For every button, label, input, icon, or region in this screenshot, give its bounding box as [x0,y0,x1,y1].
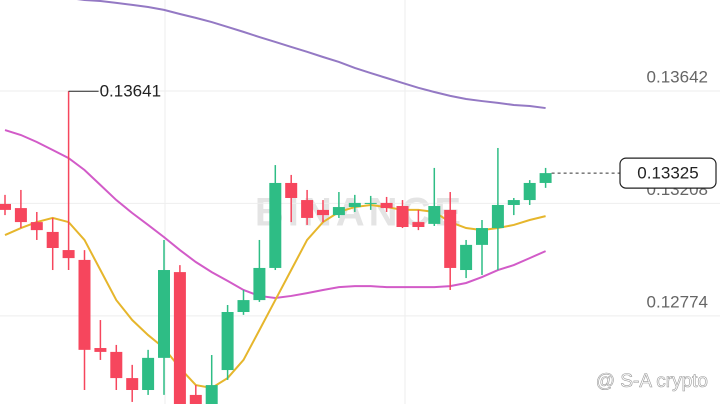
candle-body [94,348,107,352]
indicator-line [76,0,546,110]
candle-body [317,209,329,216]
candle-body [78,259,91,350]
candle-body [428,206,441,224]
last-price-box [619,157,717,189]
candle-body [126,378,139,391]
candle-body [539,173,552,183]
candle-body [14,208,27,223]
candle-body [507,200,520,205]
candle-body [46,231,59,248]
candle-body [301,200,314,218]
candle-body [460,244,473,271]
candle-body [30,222,43,231]
candle-body [348,202,361,208]
candle-body [62,250,75,259]
candle-body [269,182,282,268]
candle-body [364,202,377,204]
candle-body [253,267,266,301]
credit: @ S-A crypto [596,371,708,392]
annotations: 0.13641 0.13325 [68,82,717,189]
candle-body [205,385,218,404]
y-tick-label: 0.13642 [647,67,708,86]
candles [0,91,552,404]
candle-body [173,272,186,404]
candle-body [523,182,536,201]
candle-body [332,207,345,216]
candle-body [444,209,457,268]
candle-body [158,270,170,358]
candle-body [142,357,155,391]
candle-body [221,312,234,371]
candle-body [237,300,250,313]
candle-body [189,394,202,404]
last-price-label: 0.13325 [637,164,698,183]
candle-body [491,204,504,229]
candle-body [380,202,393,209]
y-tick-label: 0.12774 [647,292,708,311]
candle-body [110,351,123,379]
candle-body [396,206,409,228]
candle-body [0,203,11,210]
candle-body [476,228,488,245]
candle-body [412,222,425,228]
candle-body [285,182,298,198]
high-label: 0.13641 [100,82,161,101]
